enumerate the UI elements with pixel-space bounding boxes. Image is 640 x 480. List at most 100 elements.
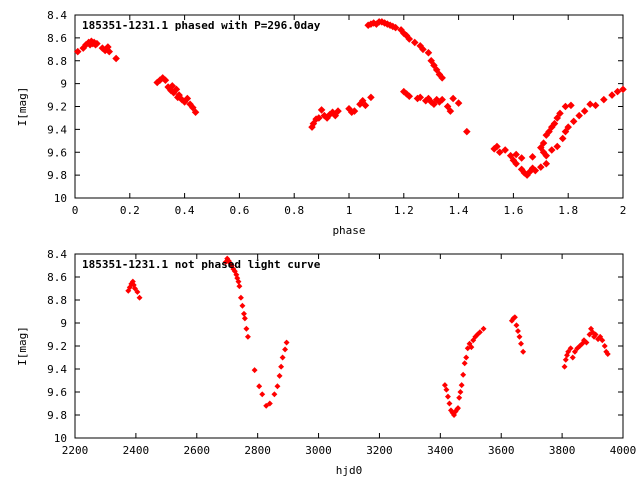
data-point: [517, 154, 526, 162]
data-point: [458, 382, 465, 389]
data-point: [183, 94, 192, 103]
data-point: [443, 102, 452, 111]
x-tick-label: 0.2: [120, 204, 140, 217]
data-point: [604, 351, 611, 358]
data-point: [463, 127, 471, 136]
data-point: [511, 314, 518, 321]
data-point: [282, 346, 289, 353]
data-point: [410, 38, 419, 47]
data-point: [513, 322, 520, 329]
x-tick-label: 3600: [488, 444, 515, 457]
data-point: [427, 56, 435, 65]
data-point: [561, 127, 570, 136]
data-point: [134, 288, 141, 295]
data-point: [358, 97, 367, 105]
data-point: [569, 354, 576, 361]
data-point: [460, 371, 467, 378]
data-point: [564, 123, 572, 131]
data-point: [600, 95, 608, 104]
y-axis-label: I[mag]: [16, 87, 29, 127]
data-point: [537, 143, 545, 152]
chart-title: 185351-1231.1 phased with P=296.0day: [82, 19, 321, 32]
data-point: [542, 159, 551, 168]
data-point: [531, 166, 540, 175]
y-tick-label: 9.8: [47, 409, 67, 422]
x-tick-label: 1.4: [449, 204, 469, 217]
x-tick-label: 0.8: [284, 204, 304, 217]
data-point: [537, 163, 545, 171]
data-point: [241, 310, 247, 317]
x-tick-label: 1: [346, 204, 353, 217]
y-tick-label: 8.4: [47, 248, 67, 261]
data-point: [438, 74, 446, 82]
data-point: [565, 348, 572, 355]
data-point: [592, 331, 599, 338]
data-point: [571, 348, 578, 355]
data-point: [132, 285, 138, 292]
data-point: [438, 95, 446, 104]
data-point: [468, 344, 475, 351]
x-tick-label: 1.2: [394, 204, 414, 217]
data-point: [601, 343, 608, 349]
data-point: [562, 356, 569, 363]
data-point: [454, 99, 463, 107]
data-point: [545, 127, 553, 136]
x-axis-label: phase: [332, 224, 365, 237]
chart-title: 185351-1231.1 not phased light curve: [82, 258, 321, 271]
data-point: [112, 54, 120, 63]
data-point: [274, 383, 281, 390]
data-point: [501, 146, 509, 154]
data-point: [583, 339, 590, 346]
data-point: [561, 363, 568, 370]
data-point: [315, 114, 323, 122]
data-point: [244, 333, 251, 340]
data-point: [456, 394, 463, 401]
data-point: [251, 367, 258, 374]
data-point: [367, 93, 375, 102]
data-point: [424, 48, 433, 57]
data-point: [569, 117, 578, 126]
data-point: [161, 76, 170, 84]
data-point: [597, 333, 604, 340]
panel-unphased: 2200 2400 2600 2800 3000 3200 3400 3600 3800 4000…: [16, 248, 636, 477]
data-point: [93, 39, 101, 48]
data-point: [419, 45, 427, 54]
panel-phased: 0 0.2 0.4 0.6 0.8 1 1.2 1.4 1.6 1.8 2 8.4 8.6 8.8 9 9.2…: [16, 9, 627, 237]
y-tick-label: 8.8: [47, 294, 67, 307]
data-point: [276, 372, 283, 379]
data-point: [589, 329, 596, 336]
data-point: [278, 363, 285, 370]
data-point: [599, 337, 606, 344]
y-tick-label: 8.4: [47, 9, 67, 22]
y-tick-label: 9: [60, 78, 67, 91]
data-point: [446, 400, 453, 407]
data-point: [586, 100, 594, 108]
data-point: [361, 101, 370, 110]
x-tick-label: 3400: [427, 444, 454, 457]
data-point: [279, 354, 286, 361]
data-point: [235, 278, 242, 285]
data-point: [446, 107, 455, 115]
x-tick-label: 4000: [610, 444, 637, 457]
data-series: [125, 255, 611, 418]
data-point: [430, 61, 438, 70]
data-point: [567, 101, 575, 110]
y-tick-label: 10: [54, 432, 67, 445]
data-point: [480, 325, 487, 332]
data-point: [461, 360, 468, 367]
data-point: [331, 111, 340, 120]
data-point: [575, 111, 583, 120]
x-tick-label: 2400: [123, 444, 150, 457]
x-tick-label: 0.6: [229, 204, 249, 217]
data-point: [256, 383, 263, 390]
x-tick-label: 0: [72, 204, 79, 217]
y-tick-label: 9.2: [47, 340, 67, 353]
x-tick-label: 0.4: [175, 204, 195, 217]
data-point: [528, 153, 537, 161]
y-tick-label: 9.2: [47, 101, 67, 114]
data-point: [239, 302, 246, 309]
data-point: [542, 151, 551, 160]
data-point: [263, 402, 270, 409]
data-point: [283, 339, 290, 346]
data-point: [350, 107, 359, 115]
